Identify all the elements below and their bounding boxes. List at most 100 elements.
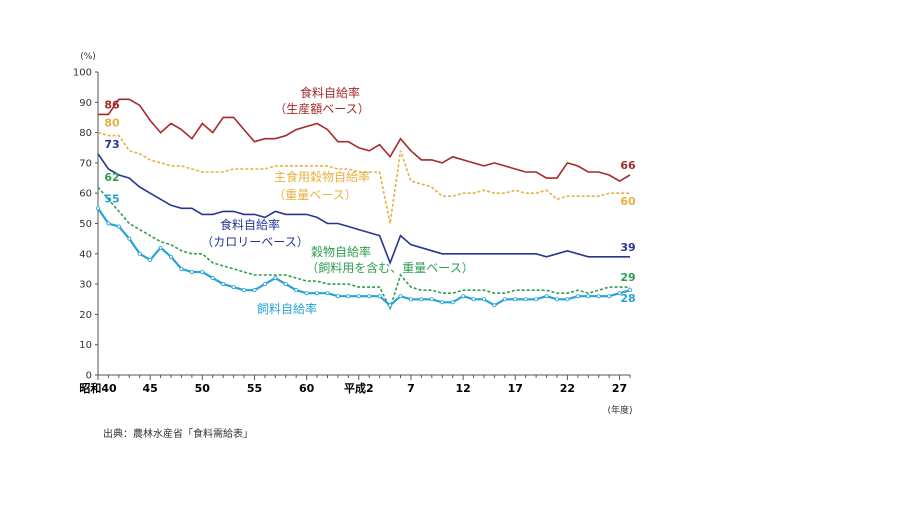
series-point	[335, 294, 340, 299]
series-name-label: （重量ベース）	[273, 188, 356, 202]
series-point	[419, 297, 424, 302]
y-tick-label: 90	[79, 98, 92, 109]
y-tick-label: 0	[86, 371, 92, 382]
start-value-label: 62	[104, 171, 119, 184]
series-line	[97, 207, 631, 307]
y-tick-label: 30	[79, 280, 92, 291]
x-tick-label: 7	[407, 382, 415, 395]
series-point	[231, 285, 236, 290]
series-point	[221, 282, 226, 287]
y-unit-label: (%)	[80, 52, 96, 62]
series-line	[98, 98, 631, 183]
y-tick-label: 100	[73, 68, 92, 79]
series-point	[513, 297, 518, 302]
series-point	[398, 294, 403, 299]
y-tick-label: 70	[79, 158, 92, 169]
series-name-label: 食料自給率	[220, 217, 280, 232]
x-tick-label: 60	[299, 382, 315, 395]
x-tick-label: 55	[247, 382, 262, 395]
series-point	[304, 291, 309, 296]
start-value-label: 73	[104, 138, 119, 151]
series-point	[169, 254, 174, 259]
series-line	[97, 153, 630, 266]
x-unit-label: (年度)	[607, 404, 632, 416]
series-point	[283, 282, 288, 287]
series-point	[116, 224, 121, 229]
series-point	[534, 297, 539, 302]
series-point	[315, 291, 320, 296]
series-point	[346, 294, 351, 299]
start-value-label: 80	[104, 117, 120, 130]
series-point	[262, 282, 267, 287]
series-point	[481, 297, 486, 302]
series-line	[97, 186, 630, 311]
series-point	[617, 291, 622, 296]
series-line	[97, 131, 630, 224]
series-point	[158, 245, 163, 250]
x-tick-label: 27	[612, 382, 627, 395]
end-value-label: 66	[620, 159, 636, 172]
chart-labels: 食料自給率（生産額ベース）8666主食用穀物自給率（重量ベース）8060食料自給…	[104, 85, 636, 316]
series-point	[575, 294, 580, 299]
series-point	[377, 294, 382, 299]
series-name-label: 食料自給率	[300, 85, 360, 100]
start-value-label: 55	[104, 192, 119, 205]
series-point	[210, 276, 215, 281]
series-point	[179, 266, 184, 271]
series-name-label: 主食用穀物自給率	[274, 169, 370, 184]
series-point	[148, 257, 153, 262]
series-point	[565, 297, 570, 302]
x-tick-label: 45	[143, 382, 158, 395]
series-point	[273, 276, 278, 281]
chart-axes: 0 10 20 30 40 50 60 70 80 90 100 (%) 昭和40 45 50 55 60 平成2…	[73, 52, 633, 416]
start-value-label: 86	[104, 98, 120, 111]
series-point	[252, 288, 257, 293]
x-tick-label: 12	[455, 382, 470, 395]
series-point	[554, 297, 559, 302]
series-point	[523, 297, 528, 302]
end-value-label: 39	[620, 241, 635, 254]
y-tick-label: 40	[79, 249, 92, 260]
series-name-label: 穀物自給率	[311, 244, 371, 259]
series-name-label: （カロリーベース）	[201, 235, 308, 249]
series-name-label: 飼料自給率	[257, 301, 317, 316]
series-point	[461, 294, 466, 299]
series-point	[628, 288, 633, 293]
series-point	[388, 303, 393, 308]
series-point	[294, 288, 299, 293]
y-tick-label: 20	[79, 310, 92, 321]
series-point	[544, 294, 549, 299]
x-tick-label: 50	[195, 382, 211, 395]
series-name-label: （生産額ベース）	[274, 101, 369, 116]
series-point	[325, 291, 330, 296]
series-point	[96, 206, 101, 211]
series-point	[450, 300, 455, 305]
series-point	[502, 297, 507, 302]
series-point	[408, 297, 413, 302]
series-point	[607, 294, 612, 299]
y-tick-label: 10	[79, 340, 92, 351]
chart-series	[96, 98, 633, 311]
series-point	[356, 294, 361, 299]
series-point	[367, 294, 372, 299]
series-point	[200, 269, 205, 274]
y-tick-label: 80	[79, 128, 92, 139]
series-name-label: （飼料用を含む、重量ベース）	[306, 260, 473, 275]
x-tick-label: 平成2	[344, 381, 374, 395]
x-tick-label: 昭和40	[79, 381, 117, 395]
series-point	[471, 297, 476, 302]
series-point	[242, 288, 247, 293]
y-tick-label: 60	[79, 189, 92, 200]
y-tick-label: 50	[79, 219, 92, 230]
end-value-label: 28	[620, 292, 635, 305]
series-point	[586, 294, 591, 299]
series-point	[440, 300, 445, 305]
x-tick-label: 17	[508, 382, 523, 395]
source-note: 出典：農林水産省「食料需給表」	[103, 429, 253, 440]
series-point	[189, 269, 194, 274]
series-point	[106, 221, 111, 226]
end-value-label: 29	[620, 271, 635, 284]
series-point	[596, 294, 601, 299]
x-tick-label: 22	[560, 382, 575, 395]
